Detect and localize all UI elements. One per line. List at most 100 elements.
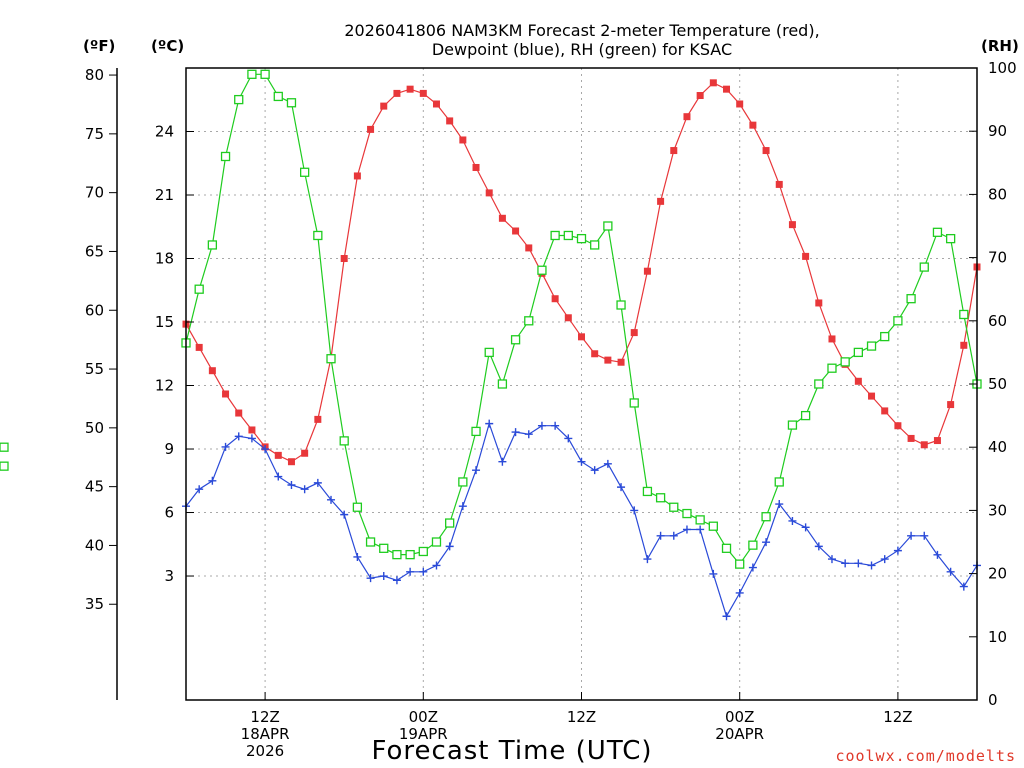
rh-tick-label: 40: [988, 438, 1007, 456]
2-meter-temperature-point: [815, 299, 823, 307]
2-meter-temperature-point: [617, 358, 625, 366]
rh-point: [313, 230, 323, 241]
2-meter-temperature-point: [881, 407, 889, 415]
dewpoint-point: [709, 569, 718, 578]
rh-point: [537, 265, 547, 275]
2-meter-temperature-point: [907, 434, 915, 442]
dewpoint-point: [406, 567, 415, 576]
fahrenheit-tick-label: 55: [85, 360, 104, 378]
rh-point: [919, 262, 929, 272]
dewpoint-point: [696, 525, 705, 534]
fahrenheit-tick-label: 70: [85, 184, 104, 202]
dewpoint-point: [524, 430, 533, 439]
dewpoint-point: [630, 506, 639, 515]
dewpoint-point: [775, 500, 784, 509]
rh-point: [735, 559, 745, 569]
rh-point: [550, 230, 560, 241]
x-axis-title: Forecast Time (UTC): [371, 736, 652, 766]
rh-point: [484, 347, 494, 358]
rh-point: [0, 461, 9, 471]
fahrenheit-tick-label: 60: [85, 301, 104, 319]
2-meter-temperature-point: [498, 214, 506, 222]
x-tick-label: 12Z: [883, 708, 912, 726]
dewpoint-point: [551, 421, 560, 430]
2-meter-temperature-point: [340, 255, 348, 263]
fahrenheit-tick-label: 65: [85, 242, 104, 260]
x-tick-label: 12Z: [250, 708, 279, 726]
dewpoint-point: [274, 472, 283, 481]
2-meter-temperature-point: [222, 390, 230, 398]
rh-point: [906, 294, 916, 304]
rh-point: [603, 221, 613, 231]
2-meter-temperature-point: [393, 89, 401, 97]
rh-point: [339, 436, 349, 446]
rh-tick-label: 20: [988, 565, 1007, 583]
2-meter-temperature-point: [591, 350, 599, 358]
x-tick-label: 00Z: [409, 708, 438, 726]
chart-title-line2: Dewpoint (blue), RH (green) for KSAC: [432, 40, 732, 59]
dewpoint-point: [946, 567, 955, 576]
fahrenheit-tick-label: 45: [85, 478, 104, 496]
2-meter-temperature-point: [736, 100, 744, 108]
2-meter-temperature-point: [208, 367, 216, 375]
dewpoint-point: [353, 552, 362, 561]
rh-point: [827, 363, 837, 373]
rh-point: [418, 546, 428, 557]
dewpoint-point: [366, 574, 375, 583]
rh-point: [669, 502, 679, 512]
dewpoint-point: [287, 481, 296, 490]
rh-point: [721, 543, 732, 553]
rh-point: [326, 354, 336, 364]
2-meter-temperature-point: [630, 329, 638, 337]
x-tick-label: 12Z: [567, 708, 596, 726]
dewpoint-point: [682, 525, 691, 534]
rh-point: [563, 230, 573, 241]
rh-point: [497, 379, 508, 389]
dewpoint-point: [577, 457, 586, 466]
2-meter-temperature-point: [894, 422, 902, 430]
2-meter-temperature-point: [235, 409, 243, 417]
rh-point: [695, 515, 705, 525]
rh-point: [959, 309, 969, 320]
dewpoint-point: [643, 555, 652, 564]
rh-point: [471, 426, 481, 437]
dewpoint-point: [340, 510, 349, 519]
2-meter-temperature-point: [472, 163, 480, 171]
dewpoint-point: [445, 542, 454, 551]
dewpoint-point: [854, 559, 863, 568]
x-tick-label: 19APR: [399, 725, 448, 743]
rh-point: [458, 477, 468, 487]
fahrenheit-tick-label: 40: [85, 536, 104, 554]
2-meter-temperature-point: [854, 377, 862, 385]
dewpoint-point: [419, 567, 428, 576]
dewpoint-point: [564, 434, 573, 443]
2-meter-temperature-point: [287, 458, 295, 466]
rh-point: [932, 227, 943, 237]
rh-point: [379, 543, 389, 553]
dewpoint-point: [788, 516, 797, 525]
x-tick-label: 18APR: [241, 725, 290, 743]
rh-point: [247, 69, 257, 79]
rh-point: [708, 521, 718, 531]
rh-point: [800, 410, 811, 421]
2-meter-temperature-point: [802, 252, 810, 260]
2-meter-temperature-point: [723, 85, 731, 93]
2-meter-temperature-point: [709, 79, 717, 87]
2-meter-temperature-point: [419, 89, 427, 97]
rh-point: [590, 240, 600, 250]
2-meter-temperature-point: [446, 117, 454, 125]
dewpoint-point: [313, 478, 322, 487]
rh-point: [814, 379, 824, 389]
rh-point: [866, 341, 877, 351]
dewpoint-point: [603, 459, 612, 468]
2-meter-temperature-point: [670, 147, 678, 155]
dewpoint-point: [762, 538, 771, 547]
rh-point: [748, 540, 758, 550]
2-meter-temperature-point: [657, 197, 665, 205]
2-meter-temperature-point: [274, 451, 282, 459]
dewpoint-point: [261, 445, 270, 454]
x-tick-label: 2026: [246, 742, 284, 760]
rh-point: [893, 316, 903, 326]
dewpoint-point: [234, 432, 243, 441]
